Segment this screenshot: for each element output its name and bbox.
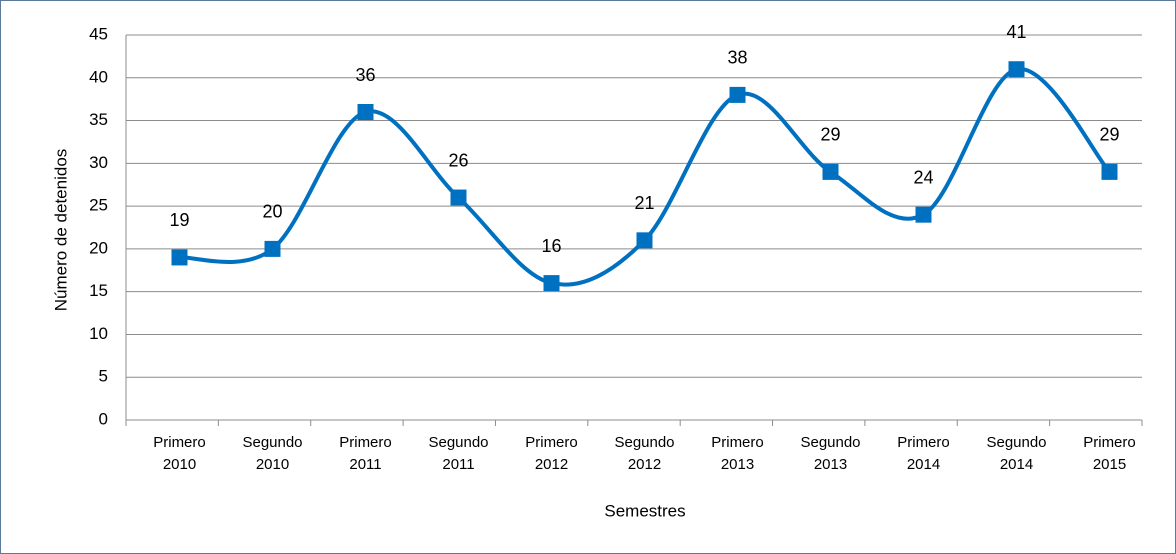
x-tick-label: Segundo [242,434,302,451]
data-label: 29 [820,125,840,145]
data-label: 24 [913,167,933,187]
x-tick-label: 2014 [907,456,940,473]
x-tick-label: 2013 [814,456,847,473]
y-tick-label: 40 [89,67,108,86]
data-label: 26 [448,150,468,170]
x-tick-label: Primero [711,434,764,451]
x-tick-label: Primero [1083,434,1136,451]
data-label: 21 [634,193,654,213]
data-label: 20 [262,202,282,222]
y-tick-label: 25 [89,196,108,215]
marker [171,249,188,266]
x-tick-label: Primero [339,434,392,451]
x-axis-title: Semestres [604,501,685,520]
y-tick-label: 0 [99,409,108,428]
x-tick-label: Primero [897,434,950,451]
x-tick-label: 2010 [163,456,196,473]
x-tick-label: 2013 [721,456,754,473]
y-tick-label: 15 [89,281,108,300]
x-tick-label: 2012 [628,456,661,473]
x-tick-label: Segundo [986,434,1046,451]
marker [543,275,560,292]
marker [822,163,839,180]
y-tick-label: 30 [89,153,108,172]
data-label: 41 [1006,22,1026,42]
x-tick-label: Segundo [428,434,488,451]
data-label: 36 [355,65,375,85]
x-tick-label: 2010 [256,456,289,473]
x-tick-label: Segundo [800,434,860,451]
y-tick-label: 45 [89,24,108,43]
y-axis-title: Número de detenidos [51,149,70,312]
marker [915,206,932,223]
marker [1101,163,1118,180]
y-tick-label: 35 [89,110,108,129]
y-tick-label: 5 [99,367,108,386]
x-tick-label: 2011 [349,456,381,473]
marker [450,189,467,206]
data-label: 38 [727,48,747,68]
y-tick-label: 10 [89,324,108,343]
marker [1008,61,1025,78]
x-tick-label: Segundo [614,434,674,451]
data-label: 19 [169,210,189,230]
x-tick-label: 2015 [1093,456,1126,473]
marker [729,86,746,103]
data-label: 29 [1099,125,1119,145]
x-tick-label: Primero [525,434,578,451]
series-line [179,67,1112,287]
marker [264,240,281,257]
marker [636,232,653,249]
x-tick-label: Primero [153,434,206,451]
data-label: 16 [541,236,561,256]
x-tick-label: 2014 [1000,456,1033,473]
x-tick-label: 2012 [535,456,568,473]
x-tick-label: 2011 [442,456,474,473]
marker [357,104,374,120]
y-tick-label: 20 [89,238,108,257]
